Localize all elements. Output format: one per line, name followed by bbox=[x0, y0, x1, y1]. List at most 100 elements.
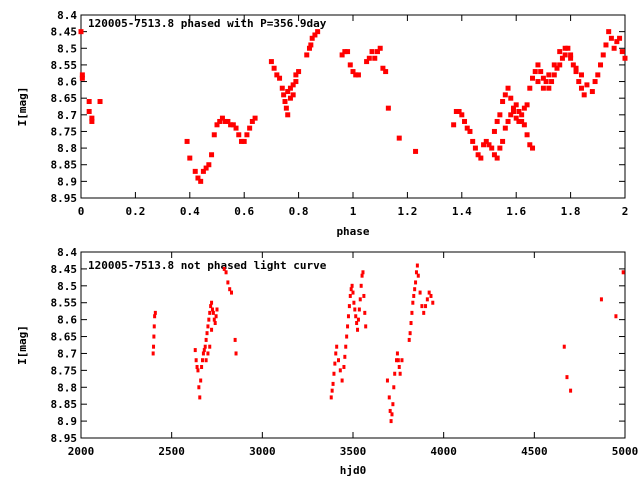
data-point bbox=[194, 358, 198, 363]
data-point bbox=[621, 270, 625, 275]
plot-frame bbox=[80, 14, 626, 199]
data-point bbox=[364, 59, 370, 65]
data-point bbox=[200, 358, 204, 363]
data-point bbox=[198, 395, 202, 400]
data-point bbox=[308, 42, 314, 48]
y-tick-label: 8.65 bbox=[51, 331, 78, 344]
data-point bbox=[527, 85, 533, 91]
data-point bbox=[385, 105, 391, 111]
data-point bbox=[222, 118, 228, 124]
data-point bbox=[364, 324, 368, 329]
data-point bbox=[199, 378, 203, 383]
data-point bbox=[290, 92, 296, 98]
data-point bbox=[366, 55, 372, 61]
data-point bbox=[228, 287, 232, 292]
data-point bbox=[206, 162, 212, 168]
data-point bbox=[425, 297, 429, 302]
data-point bbox=[268, 59, 274, 65]
data-point bbox=[397, 364, 401, 369]
y-tick-label: 8.8 bbox=[57, 142, 77, 155]
data-point bbox=[332, 371, 336, 376]
y-tick-label: 8.9 bbox=[57, 175, 77, 188]
x-tick-label: 1.4 bbox=[452, 205, 472, 218]
data-point bbox=[451, 122, 457, 128]
data-point bbox=[489, 145, 495, 151]
data-point bbox=[195, 175, 201, 181]
data-point bbox=[472, 145, 478, 151]
data-point bbox=[603, 42, 609, 48]
y-tick-label: 8.7 bbox=[57, 109, 77, 122]
data-point bbox=[354, 314, 358, 319]
data-point bbox=[569, 388, 573, 393]
data-point bbox=[152, 334, 156, 339]
data-point bbox=[210, 327, 214, 332]
data-point bbox=[372, 55, 378, 61]
data-point bbox=[241, 138, 247, 144]
data-point bbox=[344, 344, 348, 349]
data-point bbox=[293, 79, 299, 85]
data-point bbox=[395, 358, 399, 363]
x-tick-label: 2500 bbox=[158, 445, 185, 458]
data-point bbox=[377, 45, 383, 51]
data-point bbox=[304, 52, 310, 58]
data-point bbox=[392, 385, 396, 390]
data-point bbox=[222, 266, 226, 271]
data-point bbox=[201, 351, 205, 356]
data-point bbox=[559, 55, 565, 61]
data-point bbox=[200, 168, 206, 174]
data-point bbox=[287, 95, 293, 101]
data-point bbox=[249, 118, 255, 124]
data-point bbox=[481, 142, 487, 148]
data-point bbox=[505, 118, 511, 124]
data-point bbox=[608, 35, 614, 41]
data-point bbox=[565, 375, 569, 380]
data-point bbox=[508, 112, 514, 118]
y-tick-label: 8.95 bbox=[51, 192, 78, 205]
data-point bbox=[516, 108, 522, 114]
data-point bbox=[224, 270, 228, 275]
y-tick-label: 8.6 bbox=[57, 314, 77, 327]
data-point bbox=[340, 378, 344, 383]
data-point bbox=[358, 297, 362, 302]
data-point bbox=[339, 52, 345, 58]
data-point bbox=[427, 290, 431, 295]
data-point bbox=[293, 72, 299, 78]
data-point bbox=[244, 132, 250, 138]
data-point bbox=[502, 92, 508, 98]
data-point bbox=[214, 314, 218, 319]
x-tick-label: 2000 bbox=[68, 445, 95, 458]
data-point bbox=[225, 118, 231, 124]
data-point bbox=[290, 82, 296, 88]
data-point bbox=[589, 89, 595, 95]
data-point bbox=[546, 72, 552, 78]
data-point bbox=[369, 49, 375, 55]
data-point bbox=[578, 85, 584, 91]
data-point bbox=[356, 317, 360, 322]
data-point bbox=[418, 290, 422, 295]
data-point bbox=[211, 310, 215, 315]
data-point bbox=[236, 132, 242, 138]
data-point bbox=[407, 337, 411, 342]
data-point bbox=[346, 324, 350, 329]
y-tick-label: 8.6 bbox=[57, 76, 77, 89]
data-point bbox=[345, 334, 349, 339]
data-point bbox=[554, 65, 560, 71]
x-axis-label: hjd0 bbox=[340, 464, 367, 477]
data-point bbox=[348, 293, 352, 298]
x-tick-label: 2 bbox=[622, 205, 629, 218]
data-point bbox=[79, 75, 85, 81]
data-point bbox=[429, 293, 433, 298]
data-point bbox=[475, 152, 481, 158]
data-point bbox=[385, 378, 389, 383]
data-point bbox=[408, 331, 412, 336]
data-point bbox=[353, 307, 357, 312]
data-point bbox=[209, 304, 213, 309]
data-point bbox=[228, 122, 234, 128]
data-point bbox=[79, 72, 85, 78]
data-point bbox=[252, 115, 258, 121]
data-point bbox=[500, 138, 506, 144]
data-point bbox=[350, 69, 356, 75]
data-point bbox=[271, 65, 277, 71]
data-point bbox=[494, 118, 500, 124]
